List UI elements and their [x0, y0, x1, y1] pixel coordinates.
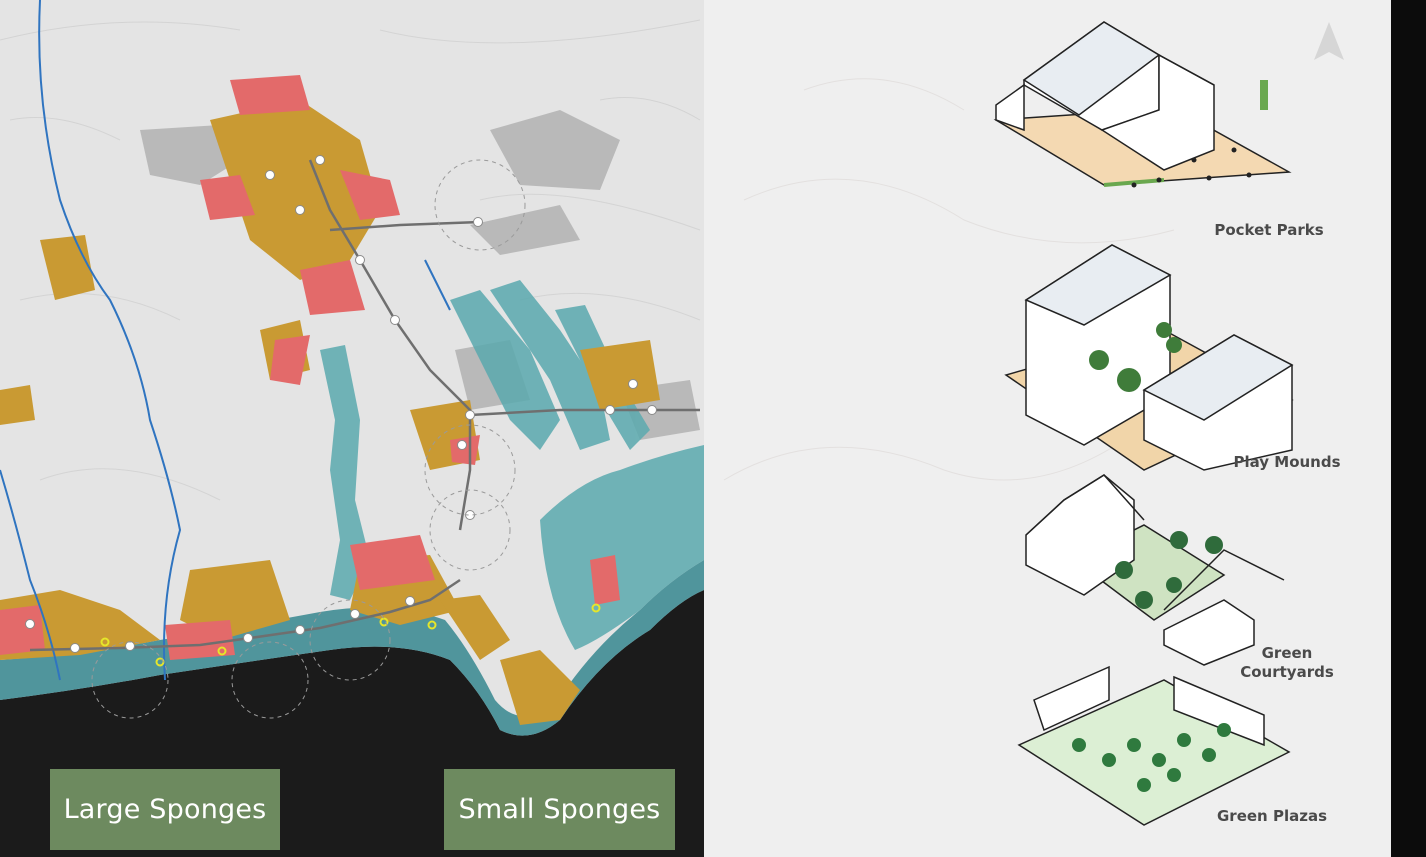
- influence-rings: [91, 159, 526, 719]
- play-mounds-illustration: [1004, 244, 1294, 471]
- map-canvas: [0, 0, 704, 857]
- pocket-park-illustration: [993, 21, 1292, 187]
- large-sponges-text: Large Sponges: [63, 794, 267, 825]
- east-water-zone: [540, 445, 704, 650]
- plaza-trees: [1072, 723, 1231, 792]
- priority-areas: [0, 75, 620, 660]
- regional-sponge-map: [0, 0, 704, 857]
- green-courtyards-label: Green Courtyards: [1240, 644, 1334, 681]
- typology-illustrations: [723, 21, 1344, 826]
- small-sponges-label: Small Sponges: [444, 769, 675, 850]
- play-mounds-label: Play Mounds: [1233, 453, 1341, 471]
- right-edge-strip: [1391, 0, 1426, 857]
- green-plazas-illustration: [1017, 665, 1291, 826]
- play-mounds-trees: [1089, 322, 1182, 392]
- coastal-stations: [100, 603, 601, 667]
- green-plazas-label: Green Plazas: [1217, 807, 1327, 825]
- metro-line: [29, 159, 700, 652]
- small-sponges-text: Small Sponges: [458, 794, 661, 825]
- pocket-park-people: [1131, 147, 1252, 188]
- terrain-hatching: [0, 19, 701, 501]
- metro-stations: [25, 155, 657, 653]
- north-arrow-icon: [1314, 22, 1344, 60]
- green-courtyards-illustration: [1025, 474, 1285, 666]
- courtyard-trees: [1115, 531, 1223, 609]
- faded-background-map: [723, 78, 1175, 481]
- pocket-parks-label: Pocket Parks: [1214, 221, 1324, 239]
- sponge-typologies-panel: Pocket Parks Play Mounds Green Courtyard…: [704, 0, 1391, 857]
- large-sponges-label: Large Sponges: [50, 769, 280, 850]
